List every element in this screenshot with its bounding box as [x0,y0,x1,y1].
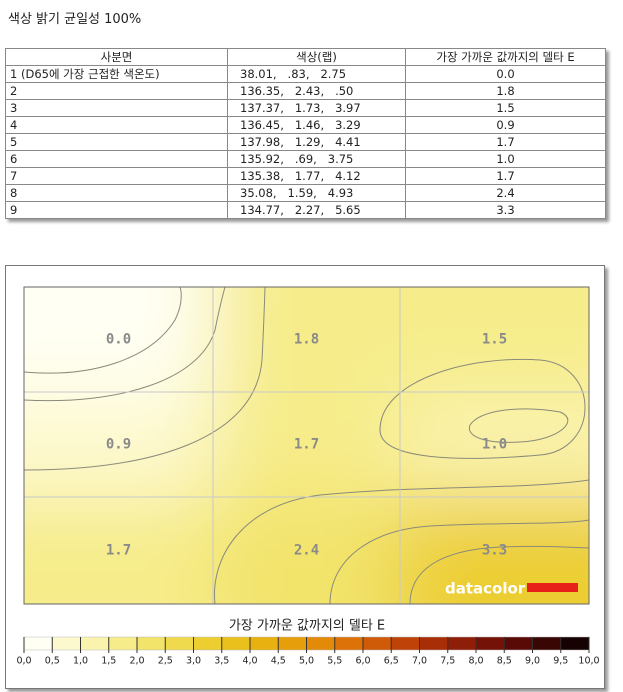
table-row: 9 134.77, 2.27, 5.65 3.3 [5,201,606,219]
cell-label: 1.7 [106,543,131,559]
colorbar-segment [221,636,251,651]
cell-label: 2.4 [294,543,319,559]
contour [213,479,589,604]
table-cell: 135.38, 1.77, 4.12 [227,167,406,185]
table-cell: 0.9 [405,116,606,134]
colorbar-tick-label: 6,0 [355,656,370,667]
contour [379,358,586,459]
colorbar-segment [475,636,505,651]
table-body: 1 (D65에 가장 근접한 색온도) 38.01, .83, 2.75 0.0 2 1… [5,65,606,219]
colorbar-segment [165,636,194,651]
colorbar-segment [362,636,392,651]
cell-label: 1.5 [482,332,507,348]
title: 색상 밝기 균일성 100% [8,12,142,27]
colorbar-segment [136,636,166,651]
heat-cell [213,392,400,497]
cell-label: 3.3 [482,543,507,559]
colorbar-segment [447,636,477,651]
table-cell: 3.3 [405,201,606,219]
colorbar-tick-label: 7,5 [440,656,455,667]
colorbar-tick-label: 0,5 [45,656,60,667]
colorbar-segment [334,636,364,651]
colorbar-tick-label: 2,0 [129,656,144,667]
table-cell: 1.8 [405,82,606,100]
colorbar-tick-label: 8,5 [497,656,512,667]
colorbar-segment [391,636,420,651]
colorbar-tick-label: 7,0 [412,656,427,667]
table-row: 3 137.37, 1.73, 3.97 1.5 [5,99,606,117]
colorbar-tick-label: 4,5 [271,656,286,667]
colorbar-segment [532,636,561,651]
table-cell: 137.98, 1.29, 4.41 [227,133,406,151]
heat-cell [24,287,213,392]
colorbar-segment [560,636,590,651]
colorbar-tick-label: 3,0 [186,656,201,667]
contour [24,287,266,471]
heat-cell [213,287,400,392]
table-row: 8 35.08, 1.59, 4.93 2.4 [5,184,606,202]
colorbar-tick-label: 1,5 [101,656,116,667]
heatmap-panel [5,265,605,689]
colorbar-segment [193,636,222,651]
colorbar-tick-label: 1,0 [73,656,88,667]
colorbar-tick-label: 9,0 [525,656,540,667]
colorbar-segment [306,636,335,651]
heat-cell [24,497,213,604]
table-row: 7 135.38, 1.77, 4.12 1.7 [5,167,606,185]
heat-cell [400,287,589,392]
colorbar-segment [108,636,138,651]
contour [24,287,226,402]
contour [468,408,569,443]
colorbar-segment [249,636,279,651]
contours [24,287,589,604]
table-cell: 38.01, .83, 2.75 [227,65,406,83]
colorbar-tick-label: 4,0 [242,656,257,667]
heat-cell [24,392,213,497]
colorbar-tick-label: 9,5 [553,656,568,667]
logo-bar [527,583,578,592]
table-cell: 134.77, 2.27, 5.65 [227,201,406,219]
table-row: 4 136.45, 1.46, 3.29 0.9 [5,116,606,134]
cell-label: 0.0 [106,332,131,348]
colorbar-tick-label: 0,0 [16,656,31,667]
table-cell: 1.0 [405,150,606,168]
contour [24,287,182,374]
colorbar-segment [23,636,53,651]
grid [24,287,589,604]
contour [329,519,589,604]
colorbar: 0,0 0,5 1,0 1,5 2,0 2,5 3,0 3,5 4,0 4,5 5,0 5,5 6,0 6… [16,636,600,667]
colorbar-segment [52,636,81,651]
column-header: 가장 가까운 값까지의 델타 E [405,48,606,66]
cell-label: 1.8 [294,332,319,348]
colorbar-segment [80,636,109,651]
heat-cell [213,497,400,604]
logo: datacolor [445,580,526,598]
table-cell: 136.45, 1.46, 3.29 [227,116,406,134]
colorbar-segment [278,636,307,651]
plot-frame [23,286,590,605]
heatmap-field [24,287,589,604]
colorbar-tick-label: 10,0 [578,656,599,667]
table-row: 5 137.98, 1.29, 4.41 1.7 [5,133,606,151]
colorbar-tick-label: 5,0 [299,656,314,667]
contour [409,545,589,604]
table: 사분면 색상(랩) 가장 가까운 값까지의 델타 E 1 (D65에 가장 근접한 … [5,48,606,219]
colorbar-title: 가장 가까운 값까지의 델타 E [229,619,385,634]
header-row: 사분면 색상(랩) 가장 가까운 값까지의 델타 E [5,48,606,66]
cell-label: 0.9 [106,437,131,453]
colorbar-tick-label: 2,5 [158,656,173,667]
cell-label: 1.0 [482,437,507,453]
table-row: 2 136.35, 2.43, .50 1.8 [5,82,606,100]
column-header: 색상(랩) [227,48,406,66]
colorbar-tick-label: 3,5 [214,656,229,667]
cell-label: 1.7 [294,437,319,453]
colorbar-tick-label: 5,5 [327,656,342,667]
colorbar-tick-label: 8,0 [468,656,483,667]
colorbar-tick-label: 6,5 [384,656,399,667]
colorbar-segment [504,636,533,651]
heat-cell [400,392,589,497]
colorbar-segment [419,636,448,651]
